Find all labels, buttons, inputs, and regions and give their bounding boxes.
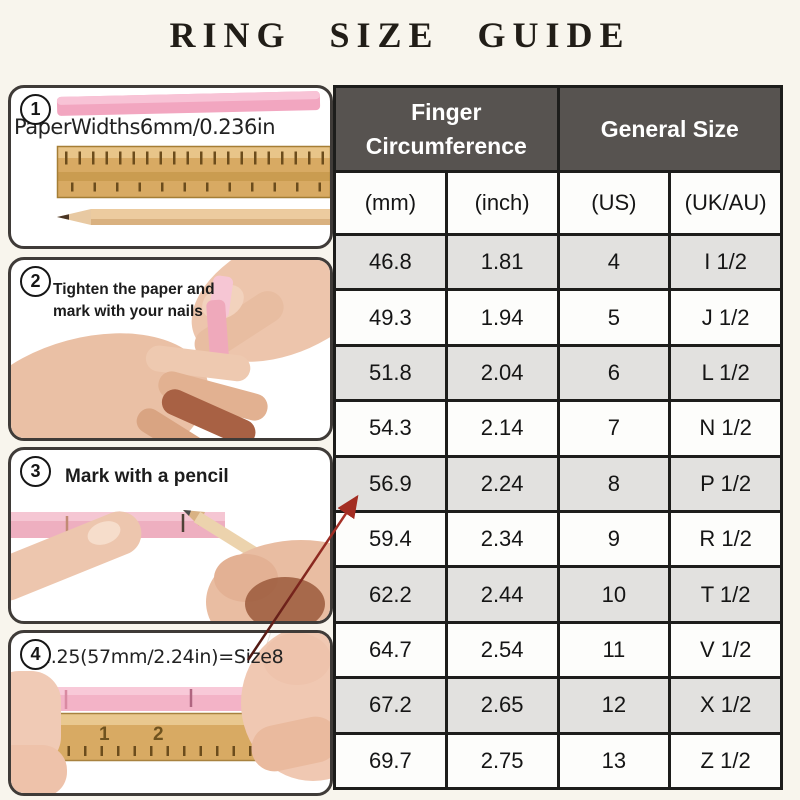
left-hand-illustration bbox=[11, 333, 268, 438]
table-cell: 59.4 bbox=[333, 509, 448, 569]
table-cell: Z 1/2 bbox=[668, 731, 783, 791]
step-3-caption: Mark with a pencil bbox=[65, 466, 229, 487]
left-fingers-illustration bbox=[11, 671, 67, 793]
step-2-caption: Tighten the paper and mark with your nai… bbox=[53, 281, 215, 320]
table-row: 62.2 2.44 10 T 1/2 bbox=[333, 565, 783, 624]
table-cell: J 1/2 bbox=[668, 288, 783, 347]
table-cell: 10 bbox=[556, 565, 672, 624]
step-1-caption: PaperWidths6mm/0.236in bbox=[14, 115, 276, 139]
table-cell: 9 bbox=[556, 509, 672, 569]
table-row: 51.8 2.04 6 L 1/2 bbox=[333, 343, 783, 403]
table-cell: 1.94 bbox=[444, 288, 560, 347]
table-cell: L 1/2 bbox=[668, 343, 783, 403]
table-row: 54.3 2.14 7 N 1/2 bbox=[333, 399, 783, 458]
pencil-illustration bbox=[57, 209, 330, 225]
size-table-body: 46.8 1.81 4 I 1/2 49.3 1.94 5 J 1/2 51.8 2.04 6 L 1… bbox=[333, 232, 783, 791]
table-cell: 2.75 bbox=[444, 731, 560, 791]
ring-size-table: Finger Circumference General Size (mm) (i… bbox=[333, 85, 783, 791]
table-cell: 1.81 bbox=[444, 232, 560, 292]
paper-around-finger-illustration bbox=[206, 275, 234, 363]
table-cell: 2.34 bbox=[444, 509, 560, 569]
table-row: 64.7 2.54 11 V 1/2 bbox=[333, 620, 783, 680]
step-2-number-badge: 2 bbox=[20, 266, 51, 297]
right-hand-illustration bbox=[241, 633, 330, 781]
step-4-caption: 2.25(57mm/2.24in)=Size8 bbox=[39, 646, 284, 668]
table-cell: 13 bbox=[556, 731, 672, 791]
page-title: RING SIZE GUIDE bbox=[169, 15, 631, 55]
pressing-finger-illustration bbox=[11, 511, 142, 601]
table-cell: 2.14 bbox=[444, 399, 560, 458]
paper-ruler-pencil-illustration bbox=[56, 91, 330, 225]
unit-header-row: (mm) (inch) (US) (UK/AU) bbox=[333, 170, 783, 236]
table-cell: I 1/2 bbox=[668, 232, 783, 292]
table-cell: 69.7 bbox=[333, 731, 448, 791]
table-row: 59.4 2.34 9 R 1/2 bbox=[333, 509, 783, 569]
table-cell: 67.2 bbox=[333, 676, 448, 735]
table-cell: 49.3 bbox=[333, 288, 448, 347]
step-panel-4: 4 2.25(57mm/2.24in)=Size8 1 2 bbox=[8, 630, 333, 796]
ruler-illustration bbox=[56, 145, 330, 199]
table-cell: 64.7 bbox=[333, 620, 448, 680]
table-cell: 2.04 bbox=[444, 343, 560, 403]
table-cell: 62.2 bbox=[333, 565, 448, 624]
table-cell: 7 bbox=[556, 399, 672, 458]
table-cell: R 1/2 bbox=[668, 509, 783, 569]
table-cell: 54.3 bbox=[333, 399, 448, 458]
table-row: 56.9 2.24 8 P 1/2 bbox=[333, 454, 783, 513]
table-cell: 46.8 bbox=[333, 232, 448, 292]
step-3-number-badge: 3 bbox=[20, 456, 51, 487]
step-4-number-badge: 4 bbox=[20, 639, 51, 670]
unit-header-cell: (inch) bbox=[444, 170, 560, 236]
table-cell: T 1/2 bbox=[668, 565, 783, 624]
table-cell: 2.54 bbox=[444, 620, 560, 680]
table-cell: 8 bbox=[556, 454, 672, 513]
ruler-number: 2 bbox=[153, 724, 164, 745]
table-cell: 2.65 bbox=[444, 676, 560, 735]
unit-header-cell: (UK/AU) bbox=[668, 170, 783, 236]
step-1-number-badge: 1 bbox=[20, 94, 51, 125]
table-cell: N 1/2 bbox=[668, 399, 783, 458]
step-panel-1: 1 PaperWidths6mm/0.236in bbox=[8, 85, 333, 249]
table-row: 49.3 1.94 5 J 1/2 bbox=[333, 288, 783, 347]
table-row: 46.8 1.81 4 I 1/2 bbox=[333, 232, 783, 292]
table-cell: 6 bbox=[556, 343, 672, 403]
table-cell: 12 bbox=[556, 676, 672, 735]
table-cell: 51.8 bbox=[333, 343, 448, 403]
unit-header-cell: (US) bbox=[556, 170, 672, 236]
table-cell: V 1/2 bbox=[668, 620, 783, 680]
hands-wrapping-paper-illustration bbox=[11, 260, 330, 438]
step-panel-3: 3 Mark with a pencil bbox=[8, 447, 333, 624]
unit-header-cell: (mm) bbox=[333, 170, 448, 236]
right-hand-illustration bbox=[206, 540, 330, 621]
ruler-illustration: 1 2 bbox=[40, 712, 258, 762]
table-cell: P 1/2 bbox=[668, 454, 783, 513]
table-row: 67.2 2.65 12 X 1/2 bbox=[333, 676, 783, 735]
group-header-general-size: General Size bbox=[556, 85, 783, 173]
table-cell: X 1/2 bbox=[668, 676, 783, 735]
table-cell: 5 bbox=[556, 288, 672, 347]
table-cell: 11 bbox=[556, 620, 672, 680]
group-header-row: Finger Circumference General Size bbox=[333, 85, 783, 173]
table-cell: 4 bbox=[556, 232, 672, 292]
step-panel-2: 2 Tighten the paper and mark with your n… bbox=[8, 257, 333, 441]
table-row: 69.7 2.75 13 Z 1/2 bbox=[333, 731, 783, 791]
table-cell: 56.9 bbox=[333, 454, 448, 513]
table-cell: 2.24 bbox=[444, 454, 560, 513]
group-header-finger-circumference: Finger Circumference bbox=[333, 85, 560, 173]
ruler-number: 1 bbox=[99, 724, 110, 745]
paper-strip-illustration bbox=[56, 91, 321, 116]
table-cell: 2.44 bbox=[444, 565, 560, 624]
